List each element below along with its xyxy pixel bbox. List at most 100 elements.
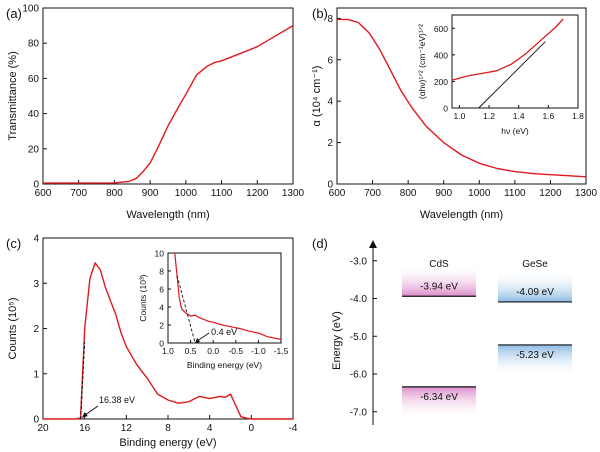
y-tick-label: 4 [33, 234, 39, 245]
plot-frame [336, 7, 587, 185]
x-tick-label: 0 [249, 423, 255, 434]
y-tick-label: 0 [33, 180, 39, 191]
x-tick-label: 800 [400, 188, 417, 199]
x-tick-label: 0.5 [185, 346, 197, 356]
plot-frame [42, 7, 294, 185]
y-tick-label: -5.0 [350, 332, 368, 343]
y-tick-label: 0 [33, 415, 39, 426]
cutoff-annotation: 16.38 eV [99, 395, 135, 405]
transmittance-line [43, 24, 294, 184]
y-tick-label: 6 [327, 55, 333, 66]
panel-a: (a) 600 700 800 900 1000 1100 1200 1300 0 20 40 60 80… [6, 4, 305, 222]
cutoff-arrowhead [81, 412, 88, 418]
tauc-fit-line [478, 41, 546, 109]
x-axis-label: Binding energy (eV) [119, 437, 216, 449]
x-tick-label: 900 [435, 188, 452, 199]
y-axis-label: α (10⁴ cm⁻¹) [311, 66, 323, 127]
y-tick-label: 8 [327, 14, 333, 25]
x-tick-label: 700 [70, 188, 87, 199]
y-tick-label: 0 [443, 104, 448, 114]
y-tick-label: 0 [159, 339, 164, 349]
inset-y-axis-label: (αhν)¹ᐟ² (cm⁻¹eV)¹ᐟ² [417, 24, 427, 99]
x-tick-label: 1.6 [542, 111, 554, 121]
inset-x-axis-label: hν (eV) [501, 126, 529, 136]
x-axis-label: Wavelength (nm) [420, 209, 503, 221]
x-tick-label: 700 [364, 188, 381, 199]
y-tick-label: 4 [327, 97, 333, 108]
y-tick-label: 20 [28, 144, 40, 155]
energy-axis-arrowhead [369, 240, 377, 248]
y-tick-label: 4 [159, 303, 164, 313]
x-tick-label: 1200 [246, 188, 269, 199]
y-axis-label: Energy (eV) [331, 311, 343, 370]
inset-valence-edge: 1.0 0.5 0.0 -0.5 -1.0 -1.5 0 2 4 6 8 10 0.4 eV Bindin… [138, 249, 289, 371]
absorption-line [337, 18, 587, 178]
inset-tauc-plot: 1.0 1.2 1.4 1.6 1.8 0 200 400 600 hν (eV) (αhν)¹ᐟ²… [417, 14, 584, 136]
panel-label: (c) [6, 236, 21, 251]
x-tick-label: 1.0 [453, 111, 465, 121]
y-tick-label: 100 [22, 4, 39, 15]
x-tick-label: 1300 [575, 188, 598, 199]
y-tick-label: 3 [33, 279, 39, 290]
x-tick-label: 0.0 [207, 346, 219, 356]
x-tick-label: 4 [207, 423, 213, 434]
conduction-band-label: -4.09 eV [516, 287, 554, 298]
cutoff-fit-line [80, 342, 86, 420]
y-tick-label: 6 [159, 285, 164, 295]
x-tick-label: 1.8 [572, 111, 584, 121]
valence-band-block [498, 344, 572, 377]
y-axis-label: Counts (10⁵) [7, 297, 19, 359]
x-tick-label: 900 [142, 188, 159, 199]
y-tick-label: 200 [434, 77, 448, 87]
x-tick-label: 1300 [282, 188, 305, 199]
valence-arrowhead [195, 338, 201, 343]
conduction-band-block [402, 264, 476, 297]
x-tick-label: 600 [329, 188, 346, 199]
panel-label: (d) [312, 236, 328, 251]
x-tick-label: -1.0 [251, 346, 266, 356]
inset-x-axis-label: Binding energy (eV) [187, 360, 262, 370]
inset-frame [167, 252, 282, 344]
x-tick-label: 1000 [468, 188, 491, 199]
x-tick-label: 20 [37, 423, 49, 434]
y-tick-label: 60 [28, 74, 40, 85]
valence-arrow [196, 332, 210, 342]
tauc-line [451, 18, 564, 81]
y-tick-label: 0 [327, 180, 333, 191]
valence-band-label: -6.34 eV [420, 392, 458, 403]
x-tick-label: 1100 [504, 188, 526, 199]
valence-band-label: -5.23 eV [516, 350, 554, 361]
y-tick-label: 600 [434, 24, 448, 34]
x-tick-label: 1.4 [513, 111, 525, 121]
conduction-band-label: -3.94 eV [420, 281, 458, 292]
y-tick-label: 1 [33, 369, 39, 380]
y-tick-label: -3.0 [350, 256, 368, 267]
ups-spectrum-line [43, 262, 293, 420]
y-tick-label: 2 [159, 321, 164, 331]
y-tick-label: -6.0 [350, 370, 368, 381]
y-axis-label: Transmittance (%) [7, 51, 19, 140]
figure-layer: (a)600 700 800 900 1000 1100 1200 1300020406080… [6, 4, 598, 450]
y-tick-label: -7.0 [350, 407, 368, 418]
valence-annotation: 0.4 eV [211, 327, 237, 337]
y-tick-label: 400 [434, 50, 448, 60]
panel-label: (a) [6, 6, 22, 21]
valence-edge-line [174, 252, 282, 340]
x-tick-label: 800 [106, 188, 123, 199]
material-name: GeSe [522, 259, 548, 270]
inset-y-axis-label: Counts (10³) [138, 274, 148, 321]
valence-fit-line [176, 275, 196, 344]
x-tick-label: 1100 [211, 188, 233, 199]
y-tick-label: 8 [159, 267, 164, 277]
x-axis-label: Wavelength (nm) [126, 209, 209, 221]
panel-label: (b) [312, 6, 328, 21]
material-gese: GeSe -4.09 eV -5.23 eV [498, 259, 572, 377]
y-tick-label: 10 [155, 249, 165, 259]
x-tick-label: 16 [79, 423, 91, 434]
x-tick-label: 600 [35, 188, 52, 199]
x-tick-label: 8 [165, 423, 171, 434]
y-tick-label: 80 [28, 39, 40, 50]
panel-b: (b) 600 700 800 900 1000 1100 1200 1300 0 2 4 6 8 Wave… [311, 6, 598, 221]
